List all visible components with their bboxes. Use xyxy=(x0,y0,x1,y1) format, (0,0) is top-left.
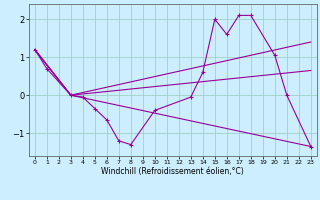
X-axis label: Windchill (Refroidissement éolien,°C): Windchill (Refroidissement éolien,°C) xyxy=(101,167,244,176)
